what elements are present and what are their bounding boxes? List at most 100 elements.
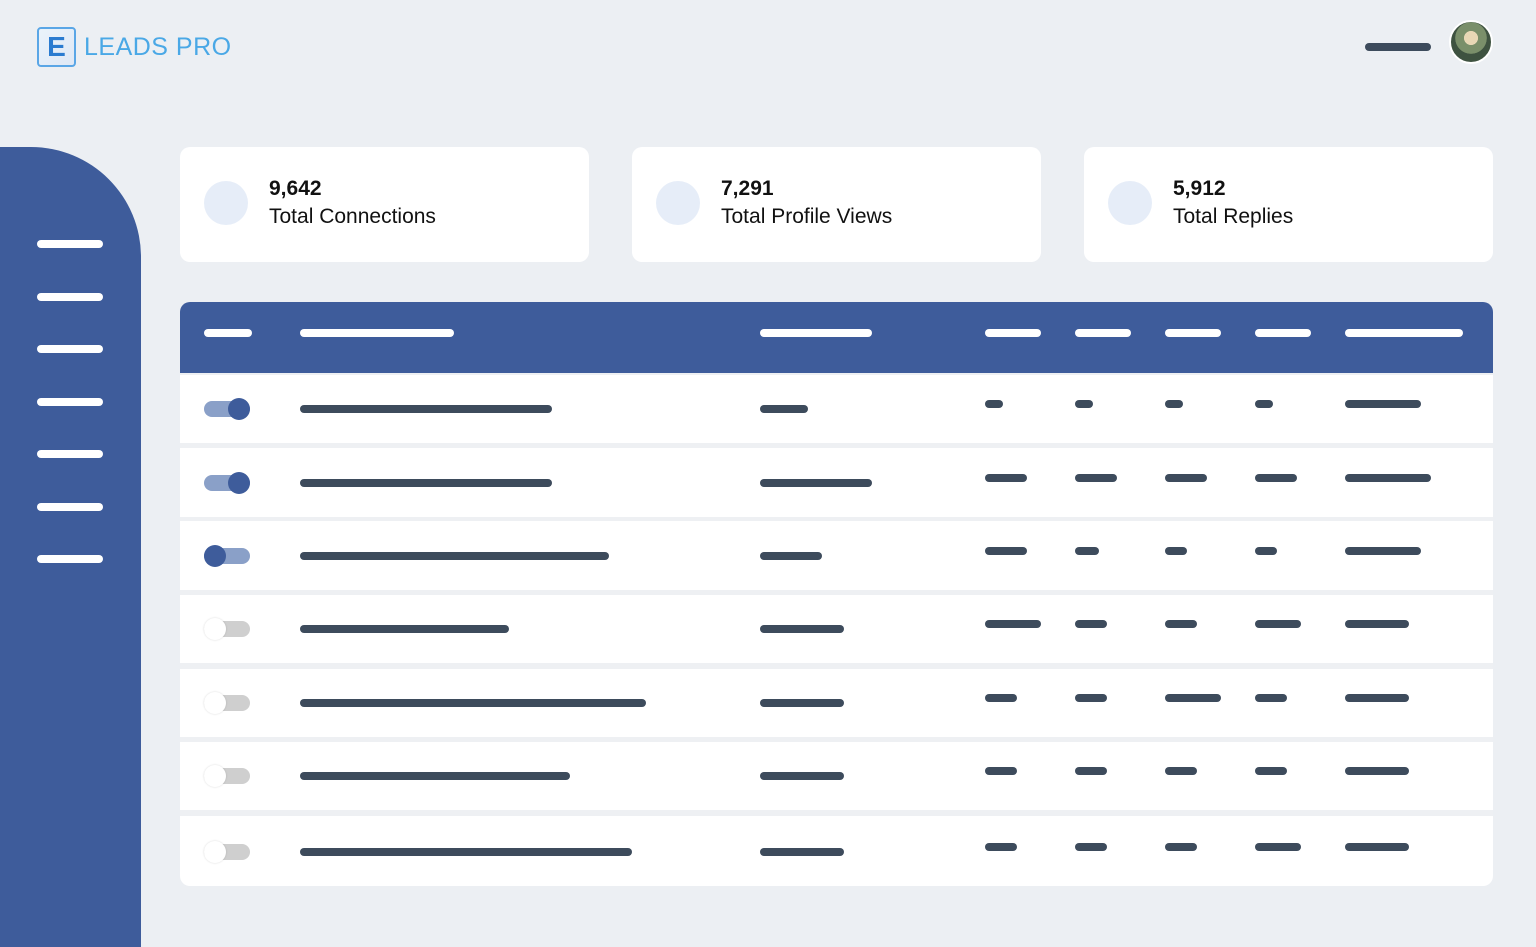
row-toggle[interactable] [204,765,250,787]
cell-placeholder [300,551,609,560]
cell-placeholder [760,848,844,856]
cell-placeholder [985,694,1017,702]
stat-card: 5,912 Total Replies [1084,147,1493,262]
stat-value: 9,642 [269,177,322,200]
table-row[interactable] [180,595,1493,663]
table-row[interactable] [180,448,1493,517]
sidebar-item[interactable] [37,397,103,406]
stat-value: 7,291 [721,177,774,200]
stat-icon [204,181,248,225]
table-row[interactable] [180,816,1493,886]
toggle-knob [204,765,226,787]
sidebar-item[interactable] [37,292,103,301]
logo-letter: E [47,31,66,62]
table-row[interactable] [180,742,1493,810]
cell-placeholder [985,473,1027,482]
cell-placeholder [300,405,552,413]
cell-placeholder [300,478,552,487]
cell-placeholder [1255,546,1277,555]
cell-placeholder [1255,694,1287,702]
table-row[interactable] [180,375,1493,443]
row-toggle[interactable] [204,471,250,494]
cell-placeholder [1345,473,1431,482]
cell-placeholder [760,551,822,560]
leads-table [180,302,1493,886]
cell-placeholder [1075,473,1117,482]
cell-placeholder [1075,620,1107,628]
cell-placeholder [760,405,808,413]
cell-placeholder [985,843,1017,851]
cell-placeholder [300,772,570,780]
column-header[interactable] [760,329,872,337]
cell-placeholder [1075,400,1093,408]
user-name-placeholder[interactable] [1365,43,1431,51]
stat-value: 5,912 [1173,177,1226,200]
table-header [180,302,1493,373]
cell-placeholder [760,478,872,487]
cell-placeholder [1345,400,1421,408]
cell-placeholder [1345,843,1409,851]
cell-placeholder [1255,400,1273,408]
toggle-knob [204,692,226,714]
cell-placeholder [760,772,844,780]
cell-placeholder [1345,694,1409,702]
cell-placeholder [1255,767,1287,775]
cell-placeholder [760,625,844,633]
cell-placeholder [1345,546,1421,555]
cell-placeholder [1165,473,1207,482]
stat-label: Total Replies [1173,205,1294,228]
cell-placeholder [1165,620,1197,628]
row-toggle[interactable] [204,398,250,420]
sidebar-item[interactable] [37,240,103,248]
column-header[interactable] [1345,329,1463,337]
brand-logo[interactable]: E LEADS PRO [37,27,232,67]
cell-placeholder [1075,694,1107,702]
cell-placeholder [760,699,844,707]
cell-placeholder [1075,546,1099,555]
table-row[interactable] [180,521,1493,590]
row-toggle[interactable] [204,544,250,567]
row-toggle[interactable] [204,618,250,640]
cell-placeholder [300,699,646,707]
sidebar-item[interactable] [37,345,103,353]
stat-card: 9,642 Total Connections [180,147,589,262]
cell-placeholder [1165,843,1197,851]
toggle-knob [204,618,226,640]
cell-placeholder [985,546,1027,555]
column-header[interactable] [1165,329,1221,337]
column-header[interactable] [300,329,454,337]
logo-icon: E [37,27,76,67]
column-header[interactable] [204,329,252,337]
stat-icon [656,181,700,225]
stat-card: 7,291 Total Profile Views [632,147,1041,262]
cell-placeholder [985,767,1017,775]
toggle-knob [204,841,226,863]
column-header[interactable] [1075,329,1131,337]
cell-placeholder [1075,843,1107,851]
cell-placeholder [1165,767,1197,775]
toggle-knob [228,398,250,420]
cell-placeholder [300,848,632,856]
stat-label: Total Connections [269,205,436,228]
avatar[interactable] [1449,20,1493,64]
sidebar-item[interactable] [37,555,103,563]
sidebar-item[interactable] [37,450,103,458]
cell-placeholder [300,625,509,633]
cell-placeholder [1255,473,1297,482]
cell-placeholder [985,620,1041,628]
row-toggle[interactable] [204,692,250,714]
sidebar-item[interactable] [37,502,103,511]
cell-placeholder [1255,620,1301,628]
cell-placeholder [1165,400,1183,408]
cell-placeholder [1255,843,1301,851]
stat-label: Total Profile Views [721,205,893,228]
column-header[interactable] [985,329,1041,337]
sidebar [0,147,141,947]
column-header[interactable] [1255,329,1311,337]
row-toggle[interactable] [204,841,250,863]
toggle-knob [228,471,250,494]
cell-placeholder [985,400,1003,408]
cell-placeholder [1075,767,1107,775]
table-row[interactable] [180,669,1493,737]
cell-placeholder [1165,694,1221,702]
